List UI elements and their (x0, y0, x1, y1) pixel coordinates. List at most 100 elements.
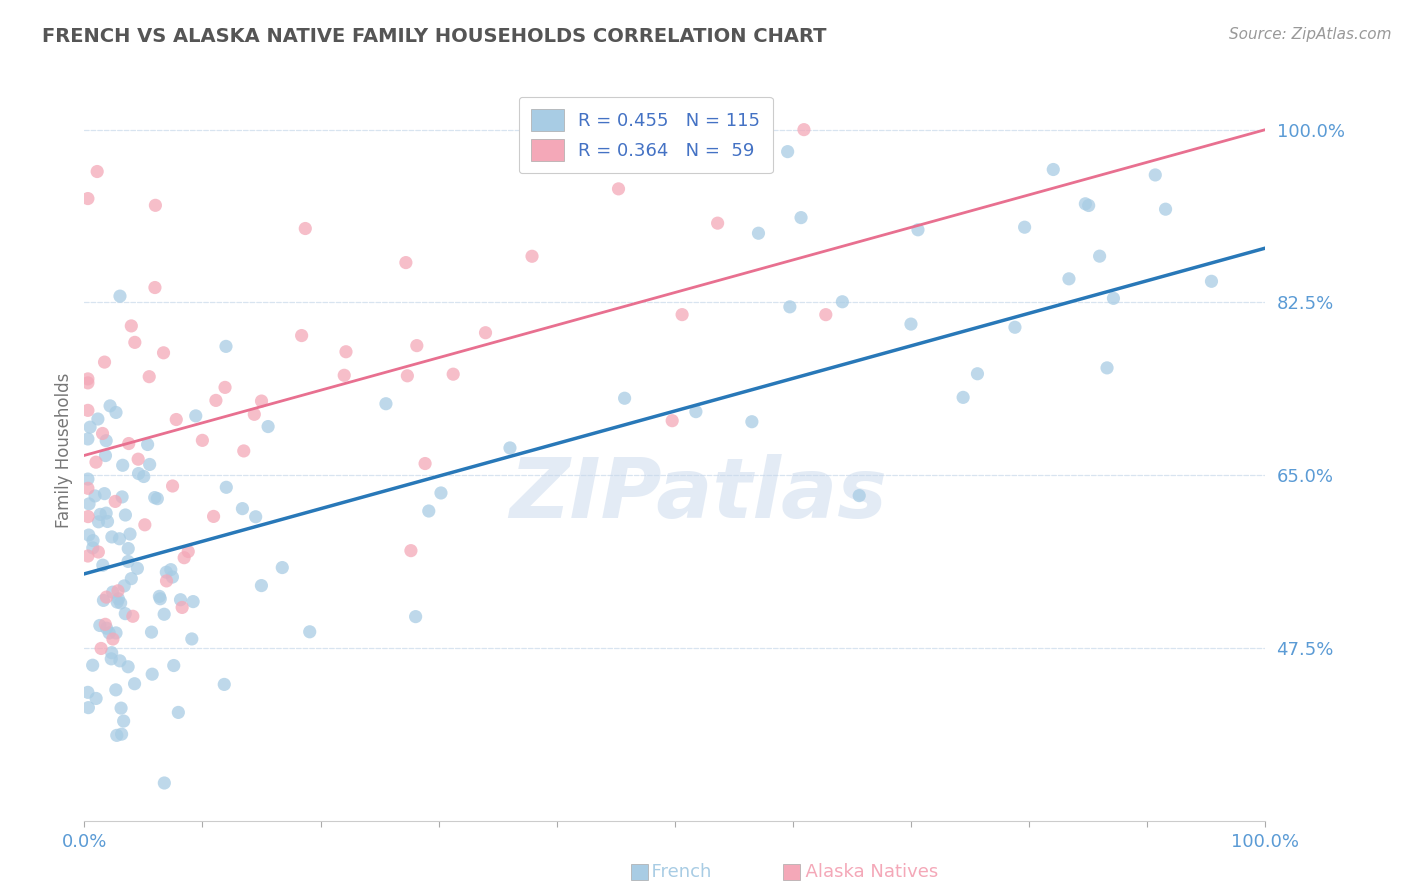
Point (79, 420, 101, 434)
Legend: R = 0.455   N = 115, R = 0.364   N =  59: R = 0.455 N = 115, R = 0.364 N = 59 (519, 96, 773, 173)
Point (94, 449, 117, 463)
Point (776, 145, 799, 159)
Point (165, 412, 187, 426)
Point (91, 558, 114, 573)
Point (77, 372, 100, 386)
Point (1144, 168, 1167, 182)
Point (395, 255, 418, 269)
Point (814, 308, 837, 322)
Y-axis label: Family Households: Family Households (55, 373, 73, 528)
Point (405, 609, 427, 624)
Point (111, 458, 134, 473)
Point (118, 436, 141, 450)
Point (779, 300, 801, 314)
Point (790, 211, 813, 225)
Point (291, 328, 314, 343)
Point (90, 641, 112, 656)
Point (96, 506, 118, 520)
Point (1077, 198, 1099, 212)
Point (214, 380, 236, 394)
Point (93, 486, 115, 500)
Point (607, 182, 630, 196)
Point (77, 528, 100, 542)
Point (77, 192, 100, 206)
Point (96, 515, 118, 529)
Point (149, 591, 172, 606)
Point (112, 714, 135, 728)
Point (104, 494, 127, 508)
Point (232, 444, 254, 458)
Point (117, 541, 139, 556)
Point (413, 457, 436, 471)
Point (294, 221, 316, 235)
Point (98, 399, 121, 413)
Point (257, 419, 280, 434)
Point (114, 607, 136, 621)
Point (120, 318, 142, 333)
Point (499, 441, 522, 455)
Point (107, 583, 129, 598)
Point (87, 412, 110, 426)
Point (84, 691, 107, 706)
Point (1088, 249, 1111, 263)
Point (82, 533, 104, 548)
Point (114, 508, 136, 522)
Point (141, 667, 163, 681)
Point (907, 223, 929, 237)
Point (430, 486, 453, 500)
Point (399, 543, 422, 558)
Point (148, 590, 170, 604)
Point (1102, 291, 1125, 305)
Point (741, 415, 763, 429)
Point (243, 407, 266, 421)
Text: FRENCH VS ALASKA NATIVE FAMILY HOUSEHOLDS CORRELATION CHART: FRENCH VS ALASKA NATIVE FAMILY HOUSEHOLD… (42, 27, 827, 45)
Point (118, 527, 141, 541)
Point (93, 355, 115, 369)
Point (1154, 202, 1177, 217)
Point (333, 368, 356, 383)
Point (474, 326, 496, 340)
Point (396, 368, 419, 383)
Point (1095, 360, 1118, 375)
Point (173, 550, 195, 565)
Point (77, 700, 100, 714)
Point (100, 646, 122, 660)
Point (163, 658, 186, 673)
Point (77, 685, 100, 699)
Point (162, 570, 184, 584)
Point (87, 515, 110, 529)
Point (108, 289, 131, 303)
Point (1057, 272, 1080, 286)
Point (145, 198, 167, 212)
Point (77, 509, 100, 524)
Point (127, 561, 149, 575)
Point (110, 596, 132, 610)
Point (152, 346, 174, 360)
Point (138, 369, 160, 384)
Point (82, 541, 104, 555)
Point (84, 489, 107, 503)
Point (141, 625, 163, 640)
Point (215, 339, 238, 353)
Point (108, 532, 131, 546)
Point (120, 572, 142, 586)
Point (1074, 196, 1097, 211)
Point (124, 677, 146, 691)
Point (77, 481, 100, 495)
Point (143, 280, 166, 294)
Point (105, 728, 128, 742)
Point (831, 294, 853, 309)
Point (167, 706, 190, 720)
Point (77, 432, 100, 446)
Point (91, 426, 114, 441)
Point (172, 600, 194, 615)
Point (98, 626, 121, 640)
Point (87, 545, 110, 559)
Point (520, 249, 543, 263)
Point (134, 517, 156, 532)
Point (661, 414, 683, 428)
Point (110, 727, 132, 741)
Point (101, 632, 124, 646)
Point (128, 467, 150, 481)
Point (96, 434, 118, 448)
